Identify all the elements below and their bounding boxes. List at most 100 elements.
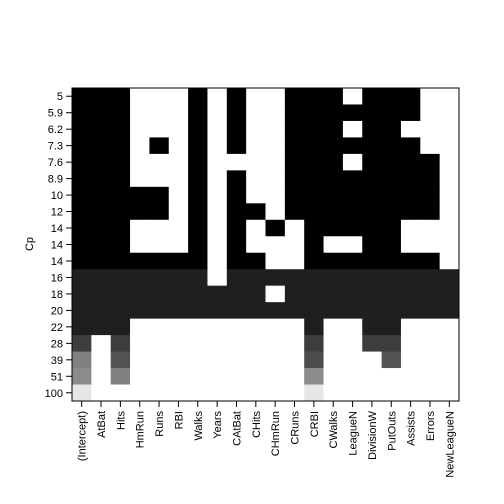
heatmap-cell bbox=[265, 351, 286, 369]
heatmap-cell bbox=[342, 318, 363, 336]
y-tick-label: 7.3 bbox=[48, 141, 63, 153]
heatmap-cell bbox=[381, 384, 402, 402]
heatmap-cell bbox=[246, 219, 266, 237]
heatmap-cell bbox=[110, 318, 131, 336]
heatmap-cell bbox=[91, 368, 112, 385]
heatmap-cell bbox=[323, 104, 344, 122]
heatmap-cell bbox=[207, 252, 228, 270]
heatmap-cell bbox=[439, 137, 460, 155]
heatmap-cell bbox=[304, 88, 324, 105]
y-tick-label: 18 bbox=[51, 289, 63, 301]
heatmap-cell bbox=[130, 236, 150, 254]
heatmap-cell bbox=[284, 252, 305, 270]
heatmap-cell bbox=[439, 104, 460, 122]
heatmap-cell bbox=[304, 368, 324, 385]
heatmap-cell bbox=[342, 285, 363, 303]
heatmap-cell bbox=[304, 335, 324, 352]
heatmap-cell bbox=[226, 285, 247, 303]
heatmap-cell bbox=[265, 170, 286, 188]
heatmap-cell bbox=[72, 269, 92, 287]
heatmap-cell bbox=[439, 170, 460, 188]
heatmap-cell bbox=[188, 285, 208, 303]
heatmap-cell bbox=[130, 252, 150, 270]
heatmap-cell bbox=[323, 302, 344, 320]
x-tick-label: Errors bbox=[425, 411, 437, 441]
heatmap-cell bbox=[304, 137, 324, 155]
heatmap-cell bbox=[226, 120, 247, 138]
heatmap-cell bbox=[207, 302, 228, 320]
heatmap-cell bbox=[149, 335, 170, 352]
heatmap-cell bbox=[72, 252, 92, 270]
heatmap-cell bbox=[226, 186, 247, 204]
heatmap-cell bbox=[130, 368, 150, 385]
heatmap-cell bbox=[149, 384, 170, 402]
heatmap-cell bbox=[420, 269, 441, 287]
heatmap-cell bbox=[110, 368, 131, 385]
heatmap-cell bbox=[72, 384, 92, 402]
heatmap-cell bbox=[110, 219, 131, 237]
heatmap-cell bbox=[420, 318, 441, 336]
heatmap-cell bbox=[420, 302, 441, 320]
heatmap-cell bbox=[381, 170, 402, 188]
x-tick-label: AtBat bbox=[96, 411, 108, 438]
heatmap-cell bbox=[420, 236, 441, 254]
heatmap-cell bbox=[72, 351, 92, 369]
heatmap-cell bbox=[323, 88, 344, 105]
heatmap-cell bbox=[323, 186, 344, 204]
y-tick-label: 7.6 bbox=[48, 157, 63, 169]
heatmap-cell bbox=[246, 318, 266, 336]
heatmap-cell bbox=[400, 252, 421, 270]
heatmap-cell bbox=[362, 88, 382, 105]
heatmap-cell bbox=[400, 384, 421, 402]
y-tick-label: 5.9 bbox=[48, 108, 63, 120]
heatmap-cell bbox=[226, 252, 247, 270]
heatmap-cell bbox=[91, 203, 112, 221]
heatmap-cell bbox=[362, 285, 382, 303]
x-tick-label: Runs bbox=[154, 411, 166, 437]
heatmap-cell bbox=[226, 153, 247, 171]
heatmap-cell bbox=[188, 269, 208, 287]
heatmap-cell bbox=[246, 368, 266, 385]
heatmap-cell bbox=[284, 120, 305, 138]
heatmap-cell bbox=[420, 252, 441, 270]
heatmap-cell bbox=[188, 384, 208, 402]
heatmap-cell bbox=[362, 351, 382, 369]
heatmap-cell bbox=[400, 170, 421, 188]
heatmap-cell bbox=[188, 104, 208, 122]
x-tick-label: HmRun bbox=[135, 411, 147, 448]
heatmap-cell bbox=[188, 186, 208, 204]
heatmap-cell bbox=[381, 88, 402, 105]
heatmap-cell bbox=[381, 285, 402, 303]
heatmap-cell bbox=[400, 120, 421, 138]
heatmap-cell bbox=[246, 120, 266, 138]
heatmap-cell bbox=[149, 88, 170, 105]
heatmap-cell bbox=[439, 236, 460, 254]
heatmap-cell bbox=[72, 368, 92, 385]
heatmap-cell bbox=[400, 285, 421, 303]
heatmap-cell bbox=[110, 120, 131, 138]
heatmap-cell bbox=[420, 368, 441, 385]
heatmap-cell bbox=[439, 120, 460, 138]
heatmap-cell bbox=[304, 203, 324, 221]
heatmap-cell bbox=[72, 186, 92, 204]
heatmap-cell bbox=[304, 318, 324, 336]
y-axis-title: Cp bbox=[24, 237, 36, 251]
heatmap-cell bbox=[323, 219, 344, 237]
heatmap-cell bbox=[188, 88, 208, 105]
heatmap-cell bbox=[381, 219, 402, 237]
heatmap-cell bbox=[265, 269, 286, 287]
heatmap-cell bbox=[149, 236, 170, 254]
heatmap-cell bbox=[400, 219, 421, 237]
heatmap-cell bbox=[72, 104, 92, 122]
heatmap-cell bbox=[323, 252, 344, 270]
heatmap-cell bbox=[110, 186, 131, 204]
heatmap-cell bbox=[91, 120, 112, 138]
heatmap-cell bbox=[226, 335, 247, 352]
heatmap-cell bbox=[168, 335, 189, 352]
y-axis: 5 5.9 6.2 7.3 7.6 8.9 10 12 14 14 14 16 18 20 22 28 39 51… bbox=[45, 91, 72, 400]
heatmap-cell bbox=[381, 104, 402, 122]
heatmap-cell bbox=[304, 351, 324, 369]
heatmap-cell bbox=[168, 137, 189, 155]
heatmap-cell bbox=[381, 351, 402, 369]
heatmap-cell bbox=[91, 219, 112, 237]
